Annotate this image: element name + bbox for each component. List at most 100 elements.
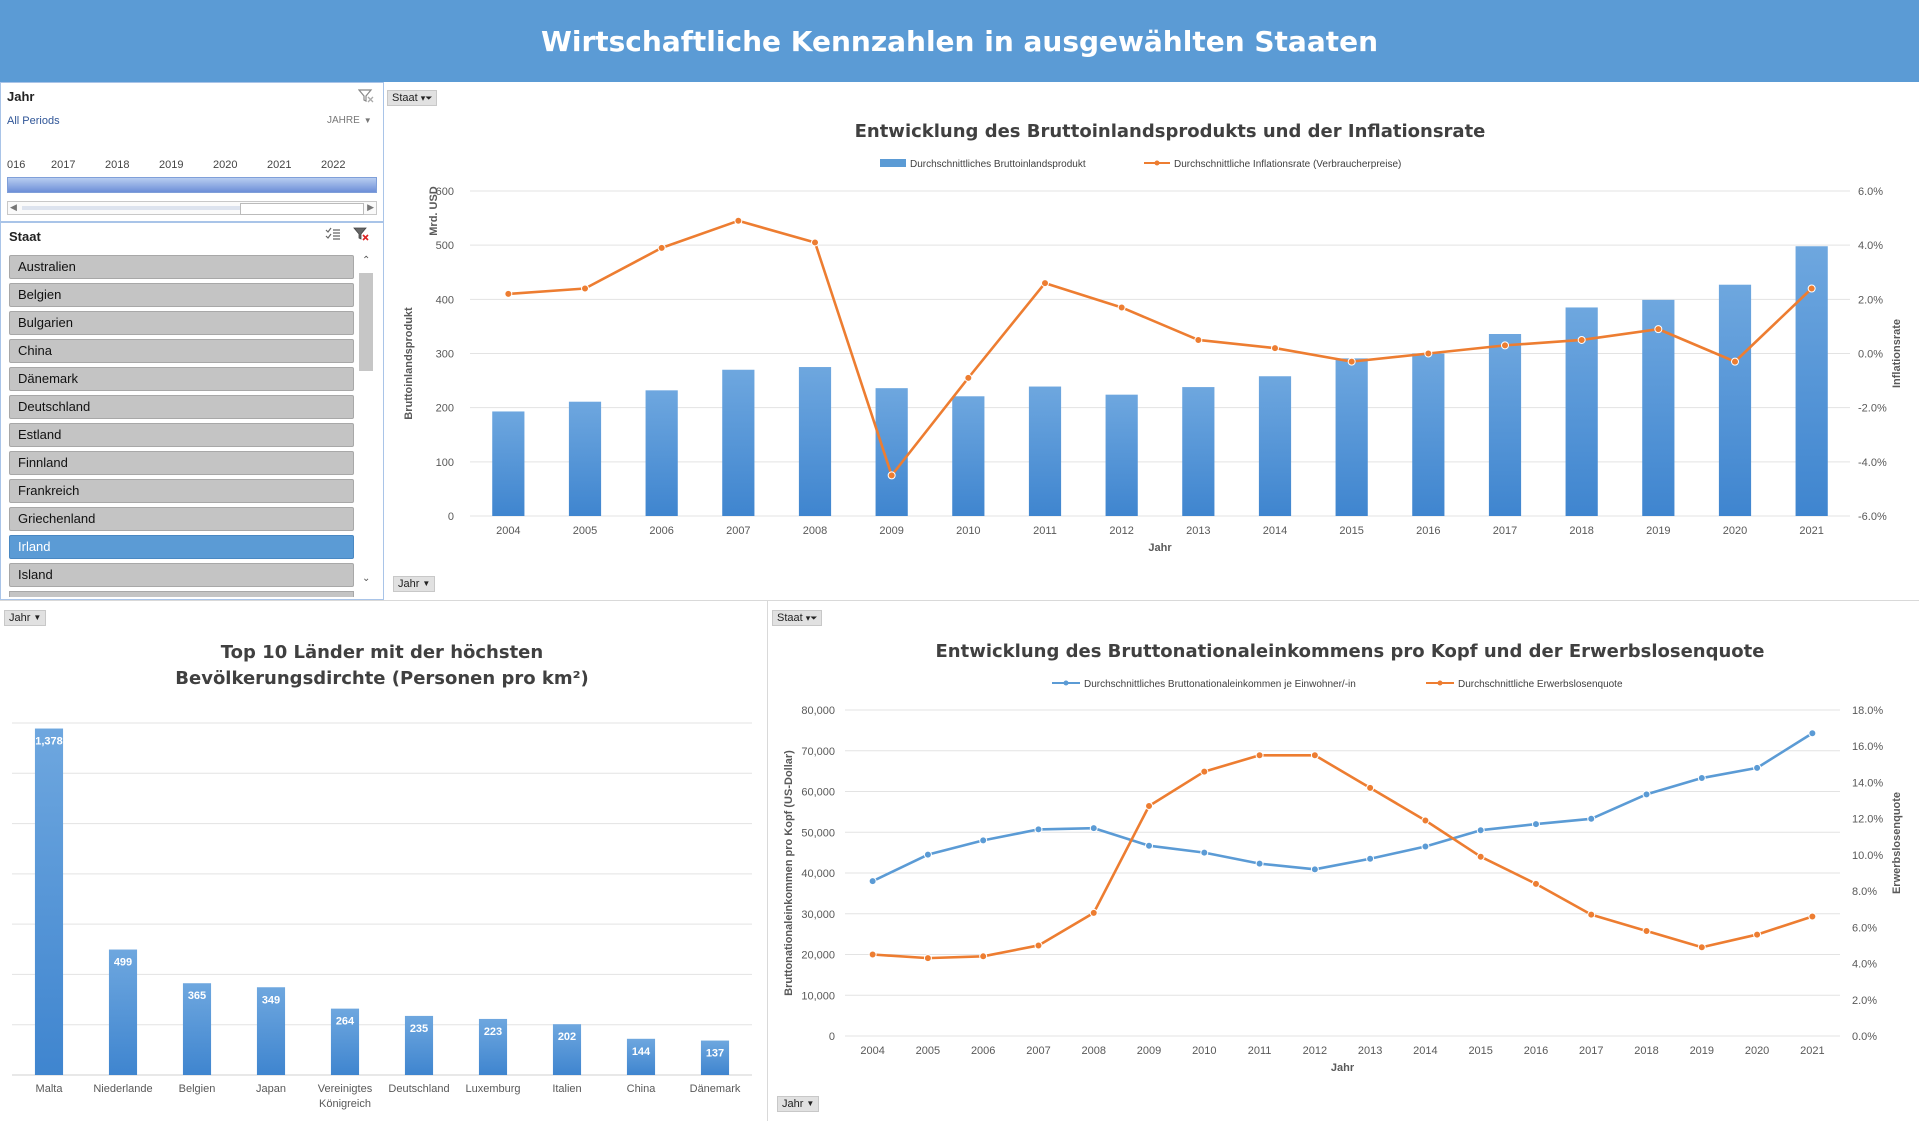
timeline-slicer[interactable]: Jahr All Periods JAHRE ▼ 016 2017 2018 2… <box>0 82 384 222</box>
staat-item-selected[interactable]: Irland <box>9 535 354 559</box>
staat-item-label: Irland <box>18 539 51 554</box>
population-density-chart[interactable]: Top 10 Länder mit der höchsten Bevölkerun… <box>0 628 760 1118</box>
legend-label: Durchschnittliches Bruttonationaleinkomm… <box>1084 679 1356 690</box>
bar <box>552 1024 582 1075</box>
x-tick-label: 2011 <box>1033 525 1057 537</box>
staat-item[interactable]: Griechenland <box>9 507 354 531</box>
staat-item[interactable]: Dänemark <box>9 367 354 391</box>
x-tick-label: China <box>627 1083 657 1095</box>
y2-tick-label: -6.0% <box>1858 511 1887 523</box>
unemployment-point <box>1753 930 1762 939</box>
data-label: 264 <box>336 1016 355 1028</box>
staat-filter-button[interactable]: Staat ▾⏷ <box>387 90 438 106</box>
staat-item[interactable]: Deutschland <box>9 395 354 419</box>
staat-item[interactable]: Island <box>9 563 354 587</box>
timeline-year[interactable]: 2022 <box>321 159 346 171</box>
x-tick-label: 2020 <box>1745 1045 1769 1057</box>
staat-item[interactable]: Frankreich <box>9 479 354 503</box>
gni-point <box>1366 854 1375 863</box>
x-tick-label: 2006 <box>649 525 673 537</box>
y-tick-label: 70,000 <box>801 746 835 758</box>
timeline-year[interactable]: 2021 <box>267 159 292 171</box>
gni-line <box>872 732 1814 883</box>
y-tick-label: 10,000 <box>801 990 835 1002</box>
scroll-down-arrow[interactable]: ⌄ <box>362 573 371 584</box>
timeline-year[interactable]: 2017 <box>51 159 76 171</box>
y2-tick-label: 10.0% <box>1852 850 1883 862</box>
timeline-period-bar[interactable] <box>7 177 377 193</box>
gni-point <box>1753 763 1762 772</box>
x-tick-label: 2005 <box>916 1045 940 1057</box>
unemployment-point <box>1089 908 1098 917</box>
gni-point <box>1531 820 1540 829</box>
unemployment-point <box>1642 926 1651 935</box>
timeline-scroll-thumb[interactable] <box>240 203 364 215</box>
staat-scrollbar[interactable]: ⌃ ⌄ <box>358 255 376 589</box>
gni-point <box>1310 865 1319 874</box>
y2-tick-label: 8.0% <box>1852 886 1877 898</box>
x-tick-label: Deutschland <box>388 1083 449 1095</box>
scroll-right-arrow[interactable]: ▶ <box>367 202 374 212</box>
x-tick-label: 2010 <box>1192 1045 1216 1057</box>
data-label: 202 <box>558 1031 576 1043</box>
clear-filter-icon[interactable] <box>358 89 374 103</box>
x-tick-label: 2012 <box>1303 1045 1327 1057</box>
jahr-filter-button[interactable]: Jahr ▼ <box>4 610 47 626</box>
gni-point <box>1034 825 1043 834</box>
x-tick-label: 2018 <box>1569 525 1593 537</box>
staat-slicer[interactable]: Staat Australien Belgien Bulgarien China… <box>0 222 384 600</box>
timeline-year[interactable]: 2018 <box>105 159 130 171</box>
inflation-point <box>734 216 743 225</box>
inflation-point <box>1347 357 1356 366</box>
staat-item-label: Estland <box>18 427 62 442</box>
staat-item[interactable]: Belgien <box>9 283 354 307</box>
x-tick-label: Dänemark <box>690 1083 741 1095</box>
y-axis-title: Bruttoinlandsprodukt <box>403 307 415 420</box>
chevron-down-icon: ▼ <box>363 116 372 125</box>
staat-scroll-thumb[interactable] <box>359 273 373 371</box>
y-axis-title: Bruttonationaleinkommen pro Kopf (US-Dol… <box>783 750 795 996</box>
gni-point <box>979 836 988 845</box>
x-tick-label: 2019 <box>1646 525 1670 537</box>
bar <box>1412 353 1445 516</box>
jahr-filter-button[interactable]: Jahr ▼ <box>393 576 436 592</box>
unemployment-point <box>868 950 877 959</box>
timeline-level-dropdown[interactable]: JAHRE ▼ <box>327 115 372 126</box>
bar <box>1642 299 1675 516</box>
x-tick-label: 2005 <box>573 525 597 537</box>
gni-point <box>923 850 932 859</box>
inflation-point <box>1117 303 1126 312</box>
timeline-year[interactable]: 016 <box>7 159 26 171</box>
staat-filter-button[interactable]: Staat ▾⏷ <box>772 610 823 626</box>
y2-tick-label: 4.0% <box>1852 959 1877 971</box>
scroll-up-arrow[interactable]: ⌃ <box>362 255 371 266</box>
gni-point <box>1089 824 1098 833</box>
scroll-left-arrow[interactable]: ◀ <box>10 202 17 212</box>
x-tick-label: 2008 <box>803 525 827 537</box>
bar <box>700 1040 730 1075</box>
y2-tick-label: 16.0% <box>1852 741 1883 753</box>
timeline-year[interactable]: 2020 <box>213 159 238 171</box>
staat-item[interactable]: Bulgarien <box>9 311 354 335</box>
clear-filter-icon[interactable] <box>353 227 369 241</box>
timeline-years: 016 2017 2018 2019 2020 2021 2022 <box>7 159 377 173</box>
divider-horizontal <box>0 600 384 601</box>
chart-title: Entwicklung des Bruttonationaleinkommens… <box>936 641 1765 662</box>
staat-item[interactable]: Finnland <box>9 451 354 475</box>
staat-item[interactable]: Australien <box>9 255 354 279</box>
unemployment-point <box>1145 801 1154 810</box>
gni-unemployment-chart[interactable]: Entwicklung des Bruttonationaleinkommens… <box>770 628 1915 1090</box>
staat-item[interactable]: Estland <box>9 423 354 447</box>
bar <box>626 1038 656 1075</box>
gni-point <box>1587 814 1596 823</box>
y2-tick-label: 0.0% <box>1858 349 1883 361</box>
jahr-filter-button[interactable]: Jahr ▼ <box>777 1096 820 1112</box>
unemployment-point <box>1421 816 1430 825</box>
timeline-scrollbar[interactable]: ◀ ▶ <box>7 201 377 215</box>
unemployment-point <box>1476 852 1485 861</box>
timeline-year[interactable]: 2019 <box>159 159 184 171</box>
multi-select-icon[interactable] <box>325 227 341 241</box>
gdp-inflation-chart[interactable]: Entwicklung des Bruttoinlandsprodukts un… <box>390 108 1915 568</box>
x-tick-label: 2021 <box>1799 525 1823 537</box>
staat-item[interactable]: China <box>9 339 354 363</box>
